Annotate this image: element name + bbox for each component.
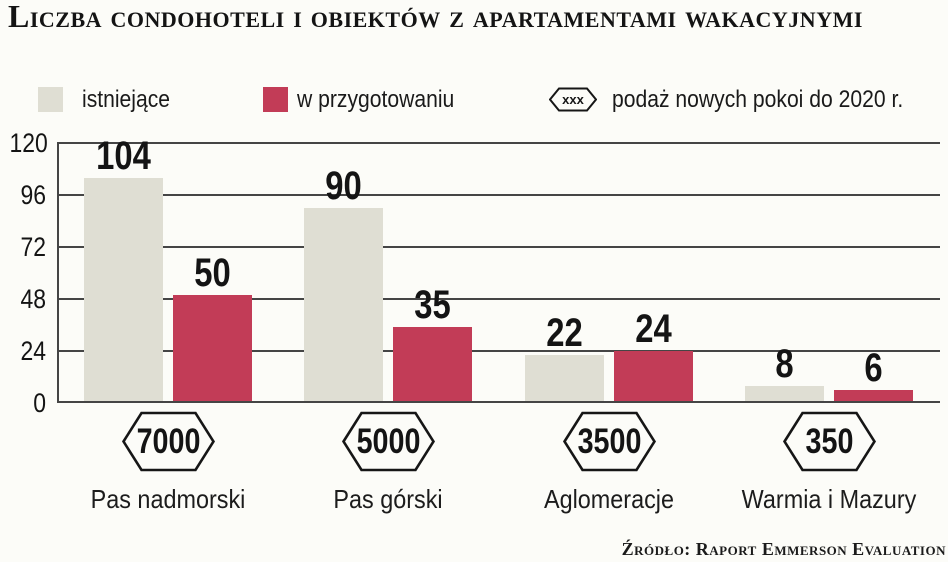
gridline [57, 246, 940, 248]
bar-value-label: 90 [325, 164, 362, 208]
bar-value-label: 8 [775, 341, 794, 386]
category-label: Warmia i Mazury [741, 484, 917, 514]
supply-badge: 7000 [121, 411, 215, 472]
bar-istniejące-0 [84, 177, 163, 403]
bar-istniejące-1 [304, 208, 383, 403]
hexagon-badge-icon: xxx [548, 87, 598, 112]
bar-istniejące-3 [745, 385, 824, 403]
legend-label-existing: istniejące [82, 86, 171, 113]
gridline [57, 142, 940, 144]
source-note: Źródło: Raport Emmerson Evaluation [621, 539, 946, 559]
legend-label-preparing: w przygotowaniu [297, 86, 455, 113]
bar-w-przygotowaniu-1 [393, 327, 472, 403]
y-tick-label: 0 [33, 388, 46, 418]
bar-istniejące-2 [525, 355, 604, 403]
legend-badge-symbol: xxx [562, 92, 584, 107]
bar-value-label: 24 [635, 307, 672, 351]
bar-value-label: 22 [546, 311, 583, 356]
bar-w-przygotowaniu-3 [834, 390, 913, 403]
supply-badge: 350 [782, 411, 876, 472]
category-label: Pas górski [333, 484, 443, 514]
hexagon-badge-icon [341, 411, 435, 472]
supply-badge: 3500 [562, 411, 656, 472]
chart-title: Liczba condohoteli i obiektów z apartame… [8, 0, 863, 34]
category-label: Aglomeracje [543, 484, 675, 514]
y-tick-label: 120 [9, 128, 48, 158]
supply-badge-value: 7000 [136, 422, 200, 461]
gridline [57, 350, 940, 352]
y-axis-line [57, 143, 59, 403]
y-tick-label: 24 [20, 336, 46, 366]
gridline [57, 194, 940, 196]
legend-label-badge: podaż nowych pokoi do 2020 r. [612, 86, 904, 113]
category-label: Pas nadmorski [90, 484, 246, 514]
supply-badge-value: 5000 [356, 422, 420, 461]
supply-badge-value: 3500 [577, 422, 641, 461]
supply-badge-value: 350 [805, 422, 853, 461]
hexagon-badge-icon [121, 411, 215, 472]
supply-badge: 5000 [341, 411, 435, 472]
hexagon-badge-icon [782, 411, 876, 472]
bar-value-label: 104 [96, 133, 151, 178]
hexagon-badge-icon [562, 411, 656, 472]
legend-swatch-preparing [263, 87, 288, 112]
bar-value-label: 35 [414, 283, 451, 328]
bar-chart-plot-area: 0 24 48 72 96 120 104 90 22 8 50 35 24 6 7000 Pas nadmo… [9, 128, 940, 514]
x-axis-baseline [57, 401, 940, 403]
y-tick-label: 96 [20, 180, 46, 210]
bar-value-label: 50 [194, 250, 231, 295]
legend: istniejące w przygotowaniu xxx podaż now… [0, 84, 948, 116]
y-tick-label: 72 [20, 232, 46, 262]
bar-value-label: 6 [864, 346, 883, 390]
bar-w-przygotowaniu-2 [614, 351, 693, 403]
y-tick-label: 48 [20, 284, 46, 314]
bar-w-przygotowaniu-0 [173, 294, 252, 403]
legend-swatch-existing [38, 87, 63, 112]
gridline [57, 298, 940, 300]
